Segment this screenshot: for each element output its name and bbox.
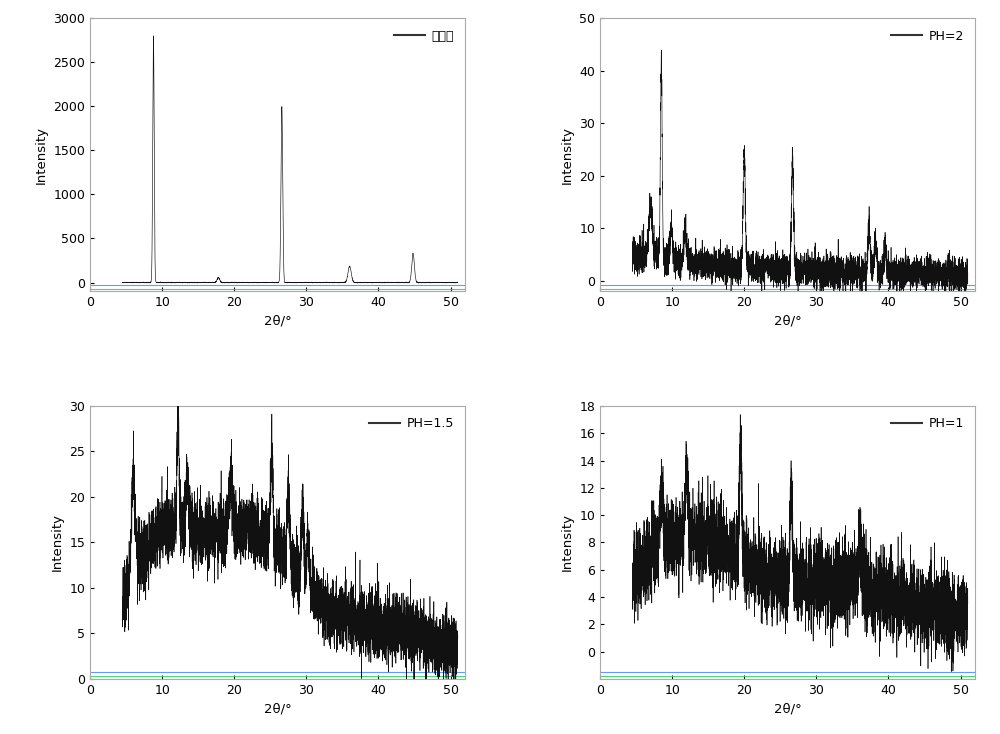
Legend: PH=2: PH=2: [886, 25, 969, 48]
Y-axis label: Intensity: Intensity: [35, 126, 48, 184]
Legend: PH=1: PH=1: [886, 413, 969, 435]
X-axis label: 2θ/°: 2θ/°: [774, 315, 801, 328]
Y-axis label: Intensity: Intensity: [561, 514, 574, 572]
Legend: 黑云母: 黑云母: [389, 25, 459, 48]
Legend: PH=1.5: PH=1.5: [364, 413, 459, 435]
X-axis label: 2θ/°: 2θ/°: [264, 315, 291, 328]
Y-axis label: Intensity: Intensity: [561, 126, 574, 184]
X-axis label: 2θ/°: 2θ/°: [774, 702, 801, 716]
Y-axis label: Intensity: Intensity: [51, 514, 64, 572]
X-axis label: 2θ/°: 2θ/°: [264, 702, 291, 716]
